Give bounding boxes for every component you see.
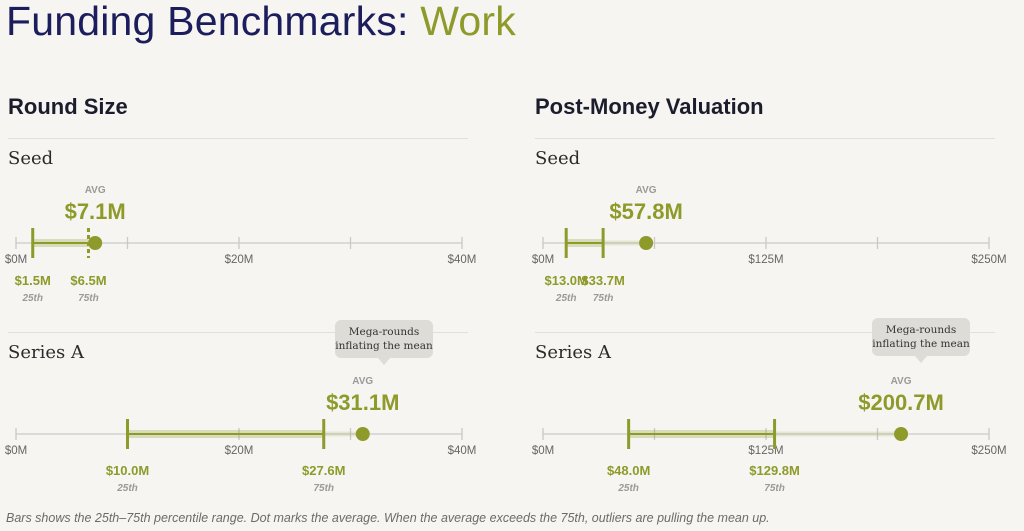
range-row-1: $0M $125M $250M AVG $200.7M $48.0M 25th $129.8M… [532, 376, 1007, 494]
avg-extension [774, 431, 902, 437]
p75-value: $129.8M [749, 463, 800, 478]
page-title: Funding Benchmarks: Work [6, 0, 516, 45]
footnote: Bars shows the 25th–75th percentile rang… [6, 511, 770, 525]
page-title-accent: Work [420, 0, 516, 44]
divider [8, 138, 468, 139]
avg-extension [323, 431, 363, 437]
round-size-chart: $0M $20M $40MAVG$7.1M$1.5M25th$6.5M75th$0M… [5, 185, 477, 494]
avg-label: AVG [636, 185, 657, 196]
range-row-1: $0M $20M $40M AVG $31.1M $10.0M 25th $27.6M 75th [5, 376, 477, 494]
panel-round-size: Round Size Seed Series A Mega-rounds inf… [5, 0, 477, 510]
avg-dot [355, 427, 370, 441]
stage-label-seed: Seed [535, 148, 581, 169]
panel-post-money-valuation: Post-Money Valuation Seed Series A Mega-… [532, 0, 1007, 510]
axis-tick-label: $0M [5, 254, 27, 266]
p25-sub-label: 25th [555, 293, 577, 304]
axis-tick-label: $250M [971, 445, 1006, 457]
stage-label-series-a: Series A [8, 342, 84, 363]
axis-tick-label: $0M [532, 445, 554, 457]
axis-tick-label: $20M [225, 445, 254, 457]
p75-sub-label: 75th [78, 293, 99, 304]
avg-value: $31.1M [326, 390, 399, 415]
p25-value: $13.0M [545, 273, 588, 288]
axis-tick-label: $0M [5, 445, 27, 457]
range-row-0: $0M $125M $250M AVG $57.8M $13.0M 25th $33.7M 75… [532, 185, 1007, 304]
range-row-0: $0M $20M $40M AVG $7.1M $1.5M 25th $6.5M 75th [5, 185, 477, 304]
p75-sub-label: 75th [764, 483, 785, 494]
avg-value: $57.8M [609, 199, 682, 224]
stage-label-series-a: Series A [535, 342, 611, 363]
axis-tick-label: $0M [532, 254, 554, 266]
p25-value: $1.5M [15, 273, 51, 288]
axis-tick-label: $250M [971, 254, 1006, 266]
axis-tick-label: $40M [448, 445, 477, 457]
p75-value: $6.5M [70, 273, 106, 288]
divider [535, 332, 995, 333]
page-title-main: Funding Benchmarks: [6, 0, 409, 44]
divider [535, 138, 995, 139]
p25-sub-label: 25th [116, 483, 138, 494]
p25-value: $48.0M [607, 463, 650, 478]
axis-tick-label: $125M [748, 445, 783, 457]
avg-extension [603, 240, 647, 246]
avg-dot [639, 236, 654, 250]
avg-value: $7.1M [65, 199, 126, 224]
avg-label: AVG [891, 376, 912, 387]
mega-rounds-callout: Mega-rounds inflating the mean [335, 320, 433, 365]
p25-value: $10.0M [106, 463, 149, 478]
axis-tick-label: $40M [448, 254, 477, 266]
axis-tick-label: $20M [225, 254, 254, 266]
avg-value: $200.7M [858, 390, 944, 415]
panel-heading: Post-Money Valuation [535, 94, 764, 119]
stage-label-seed: Seed [8, 148, 54, 169]
panel-heading: Round Size [8, 94, 128, 119]
p75-value: $33.7M [581, 273, 624, 288]
mega-rounds-callout: Mega-rounds inflating the mean [872, 318, 970, 363]
avg-dot [88, 236, 103, 250]
avg-label: AVG [85, 185, 106, 196]
axis-tick-label: $125M [748, 254, 783, 266]
avg-dot [894, 427, 909, 441]
avg-label: AVG [352, 376, 373, 387]
p75-sub-label: 75th [313, 483, 334, 494]
p25-sub-label: 25th [617, 483, 639, 494]
p75-sub-label: 75th [593, 293, 614, 304]
p25-sub-label: 25th [21, 293, 43, 304]
p75-value: $27.6M [302, 463, 345, 478]
valuation-chart: $0M $125M $250M AVG $57.8M $13.0M 25th $33.7M 75… [532, 185, 1007, 494]
divider [8, 332, 468, 333]
